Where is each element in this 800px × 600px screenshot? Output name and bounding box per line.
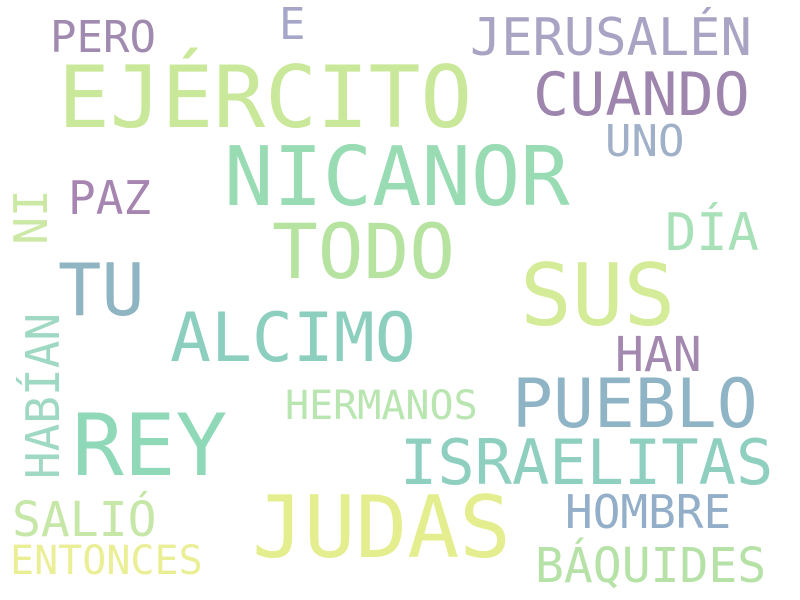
word-pueblo: PUEBLO <box>512 365 758 444</box>
word-tu: TU <box>58 248 145 332</box>
word-uno: UNO <box>605 116 685 167</box>
word-todo: TODO <box>272 207 456 296</box>
word-judas: JUDAS <box>252 478 511 578</box>
word-hermanos: HERMANOS <box>285 383 478 429</box>
word-dia: DÍA <box>665 203 759 263</box>
word-pero: PERO <box>50 12 156 63</box>
word-han: HAN <box>615 327 702 383</box>
word-entonces: ENTONCES <box>10 538 203 584</box>
word-salio: SALIÓ <box>12 492 157 548</box>
word-paz: PAZ <box>68 171 152 225</box>
word-rey: REY <box>72 396 228 496</box>
word-ejercito: EJÉRCITO <box>58 48 473 148</box>
word-alcimo: ALCIMO <box>170 299 416 378</box>
word-cuando: CUANDO <box>533 60 750 130</box>
word-hombre: HOMBRE <box>565 485 732 539</box>
word-ni: NI <box>4 189 58 245</box>
word-jerusalen: JERUSALÉN <box>470 8 752 68</box>
word-e: E <box>279 0 306 50</box>
word-nicanor: NICANOR <box>224 130 570 225</box>
word-baquides: BÁQUIDES <box>535 538 767 594</box>
word-habian: HABÍAN <box>16 312 70 480</box>
word-israelitas: ISRAELITAS <box>400 426 774 499</box>
word-sus: SUS <box>520 246 676 346</box>
